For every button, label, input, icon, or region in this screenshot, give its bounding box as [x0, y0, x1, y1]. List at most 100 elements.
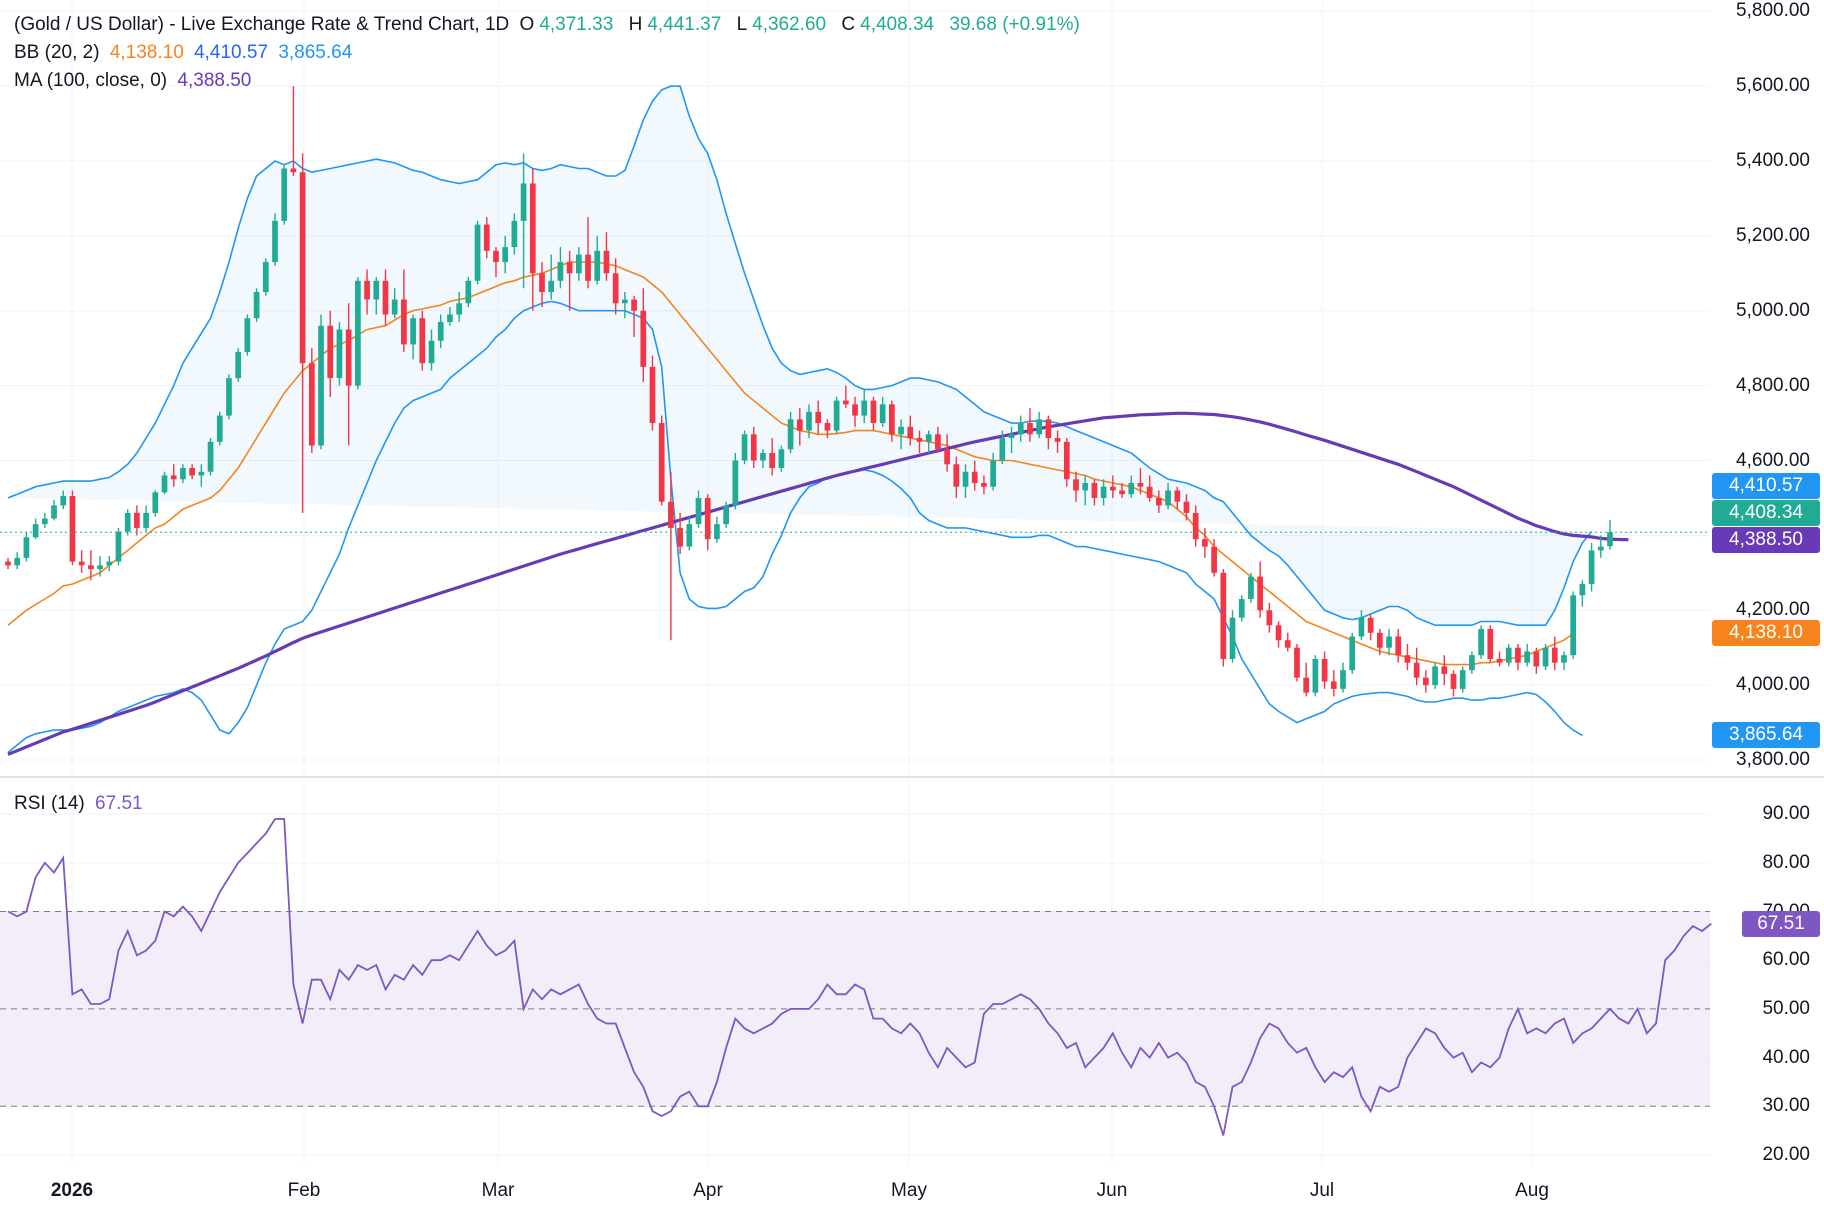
- candle: [88, 550, 94, 581]
- candle-body: [493, 250, 499, 263]
- candle-body: [944, 449, 950, 465]
- time-tick-label: Jun: [1096, 1180, 1128, 1201]
- bb-upper-value: 4,410.57: [194, 42, 269, 63]
- candle: [529, 168, 536, 311]
- candle: [355, 277, 361, 390]
- candle: [410, 314, 416, 360]
- ma-value: 4,388.50: [177, 70, 252, 91]
- candle: [1432, 662, 1438, 689]
- candle: [262, 258, 269, 296]
- candle: [750, 426, 757, 468]
- candle-body: [1202, 539, 1208, 547]
- candle: [1607, 519, 1613, 550]
- candle-body: [456, 303, 462, 315]
- candle-body: [327, 325, 334, 379]
- candle-body: [1551, 647, 1558, 663]
- rsi-tick-label: 60.00: [1762, 949, 1810, 971]
- candle: [216, 411, 223, 446]
- candle: [603, 232, 610, 281]
- candle-body: [216, 415, 223, 442]
- candle-body: [852, 404, 858, 416]
- candle-body: [1496, 658, 1503, 663]
- candle-body: [723, 505, 729, 525]
- candle: [953, 456, 960, 498]
- candle-body: [1450, 673, 1457, 689]
- candle: [69, 490, 76, 566]
- candle-body: [898, 426, 904, 435]
- candle-body: [1017, 423, 1024, 435]
- candle-body: [1358, 617, 1365, 637]
- candle-body: [1404, 655, 1411, 663]
- candle: [1515, 643, 1521, 671]
- candle: [557, 247, 564, 289]
- candle: [575, 247, 582, 281]
- candle: [327, 310, 334, 397]
- candle: [1312, 655, 1319, 697]
- candle-body: [796, 419, 803, 431]
- candle-body: [1036, 419, 1043, 435]
- candle: [778, 445, 785, 472]
- candle-body: [548, 280, 555, 293]
- candle: [207, 438, 214, 476]
- rsi-series-line: [7, 818, 1712, 1136]
- price-tick-label: 5,200.00: [1736, 224, 1810, 246]
- candle: [1330, 670, 1337, 697]
- candle: [649, 355, 656, 431]
- candle: [861, 389, 868, 424]
- time-tick-label: Mar: [481, 1180, 515, 1201]
- bb-legend: BB (20, 2) 4,138.10 4,410.57 3,865.64: [14, 42, 357, 64]
- rsi-tick-label: 40.00: [1762, 1046, 1810, 1068]
- candle: [1478, 625, 1484, 659]
- candle-body: [1432, 666, 1438, 686]
- candle-body: [575, 254, 582, 274]
- candle-body: [180, 467, 186, 480]
- candle: [1588, 542, 1595, 592]
- candle: [5, 557, 11, 570]
- candle-body: [631, 299, 637, 311]
- price-tick-label: 3,800.00: [1736, 749, 1810, 771]
- candle-body: [1597, 546, 1604, 551]
- candle: [889, 400, 895, 442]
- candle: [161, 471, 168, 495]
- candle-body: [971, 471, 978, 483]
- candle: [474, 220, 481, 285]
- candle-body: [769, 453, 776, 468]
- candle-body: [1349, 636, 1356, 671]
- candle-body: [401, 299, 407, 345]
- candle-body: [1607, 532, 1613, 547]
- candle: [824, 419, 831, 439]
- candle-body: [879, 404, 886, 424]
- candle: [566, 250, 573, 311]
- candle: [870, 396, 877, 431]
- rsi-tag: 67.51: [1742, 910, 1820, 937]
- candle: [115, 527, 122, 566]
- candle-body: [1441, 666, 1448, 674]
- candle-body: [1109, 486, 1116, 491]
- candle-body: [889, 404, 895, 435]
- rsi-tick-label: 50.00: [1762, 997, 1810, 1019]
- low-letter: L: [736, 14, 748, 35]
- candle: [1008, 426, 1015, 454]
- price-tag: 3,865.64: [1712, 722, 1820, 749]
- candle-body: [1478, 628, 1484, 656]
- candle: [833, 396, 840, 435]
- price-tick-label: 4,600.00: [1736, 449, 1810, 471]
- candle: [962, 464, 969, 498]
- candle-body: [1073, 479, 1079, 491]
- candle-body: [566, 262, 573, 274]
- high-value: 4,441.37: [647, 14, 722, 35]
- candle: [796, 408, 803, 446]
- candle: [971, 460, 978, 491]
- candle: [244, 314, 251, 356]
- candle: [658, 415, 665, 506]
- candlesticks[interactable]: [5, 86, 1613, 697]
- candle: [235, 348, 242, 382]
- candle-body: [391, 299, 398, 315]
- candle: [1027, 408, 1033, 442]
- candle: [1413, 647, 1420, 686]
- candle-body: [585, 254, 591, 281]
- candle-body: [1303, 677, 1310, 693]
- candle-body: [778, 449, 785, 468]
- candle: [1248, 572, 1254, 603]
